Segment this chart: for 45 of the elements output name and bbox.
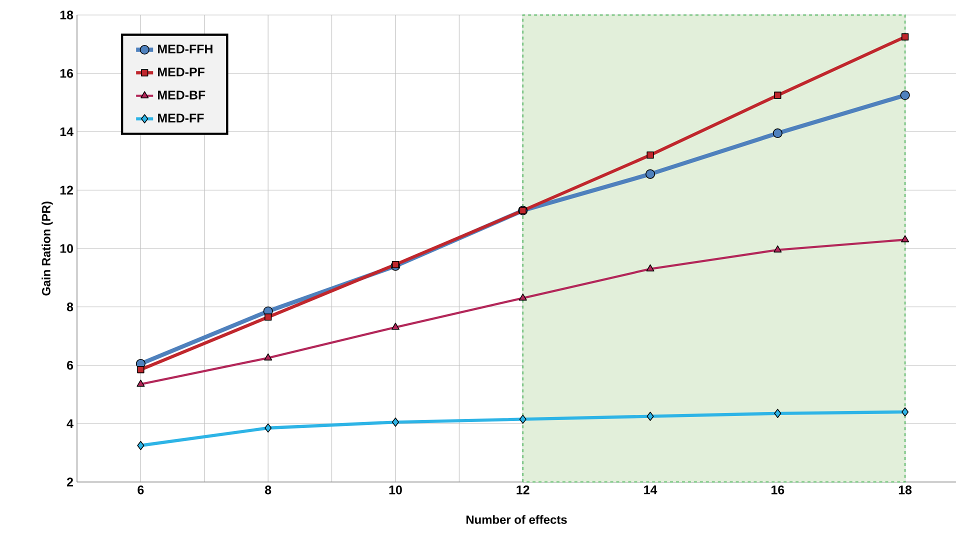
point bbox=[902, 407, 909, 417]
point bbox=[774, 92, 782, 99]
legend-label: MED-BF bbox=[158, 90, 206, 100]
point bbox=[518, 294, 527, 301]
point bbox=[392, 260, 400, 268]
point bbox=[646, 264, 654, 272]
x-axis-title: Number of effects bbox=[466, 515, 567, 524]
x-tick-label: 10 bbox=[389, 486, 402, 494]
point bbox=[264, 423, 272, 433]
legend-label: MED-FFH bbox=[158, 44, 212, 54]
x-tick-label: 18 bbox=[898, 486, 912, 494]
point bbox=[900, 90, 910, 100]
y-tick-label: 12 bbox=[60, 186, 73, 194]
point bbox=[392, 418, 400, 427]
point bbox=[645, 169, 656, 179]
y-tick-label: 14 bbox=[60, 127, 74, 136]
legend-label: MED-PF bbox=[158, 68, 204, 76]
point bbox=[137, 440, 144, 450]
point bbox=[519, 414, 526, 424]
x-tick-label: 8 bbox=[265, 486, 272, 494]
point bbox=[901, 235, 910, 242]
y-tick-label: 4 bbox=[66, 419, 74, 428]
point bbox=[264, 314, 272, 321]
y-tick-label: 16 bbox=[60, 68, 74, 78]
y-tick-label: 10 bbox=[60, 244, 73, 253]
x-tick-label: 14 bbox=[644, 486, 658, 494]
y-axis-title: Gain Ration (PR) bbox=[42, 202, 53, 296]
legend-label: MED-FF bbox=[158, 114, 204, 122]
point bbox=[136, 380, 145, 387]
point bbox=[646, 152, 654, 159]
point bbox=[137, 366, 144, 374]
point bbox=[391, 322, 400, 330]
x-tick-label: 12 bbox=[516, 486, 530, 494]
y-tick-label: 18 bbox=[60, 10, 74, 20]
point bbox=[774, 408, 782, 418]
point bbox=[264, 353, 272, 360]
point bbox=[772, 128, 782, 138]
x-tick-label: 6 bbox=[138, 486, 144, 494]
y-tick-label: 2 bbox=[66, 478, 73, 486]
y-tick-label: 8 bbox=[66, 302, 74, 312]
x-tick-label: 16 bbox=[772, 486, 784, 494]
point bbox=[774, 245, 782, 252]
point bbox=[901, 33, 909, 40]
point bbox=[646, 412, 654, 421]
y-tick-label: 6 bbox=[67, 360, 74, 370]
